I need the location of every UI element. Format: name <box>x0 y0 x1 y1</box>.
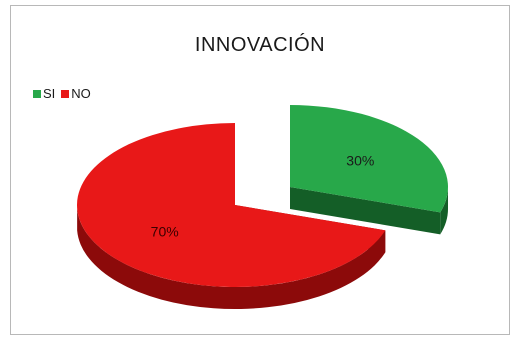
slice-wall-si <box>290 187 441 235</box>
legend-label-no: NO <box>71 86 91 101</box>
pie-slices <box>77 105 449 309</box>
slice-side-no <box>77 208 386 309</box>
slice-top-si <box>290 105 449 213</box>
chart-title: INNOVACIÓN <box>194 34 326 56</box>
chart-legend: SI NO <box>33 86 94 101</box>
legend-swatch-no <box>61 89 70 98</box>
data-label-no: 70% <box>151 224 179 240</box>
legend-label-si: SI <box>43 86 56 101</box>
slice-top-no <box>77 123 386 287</box>
legend-item-no: NO <box>61 86 91 101</box>
legend-swatch-si <box>33 89 41 98</box>
data-label-si: 30% <box>346 152 374 168</box>
legend-item-si: SI <box>33 86 55 101</box>
slice-side-si <box>440 187 448 235</box>
